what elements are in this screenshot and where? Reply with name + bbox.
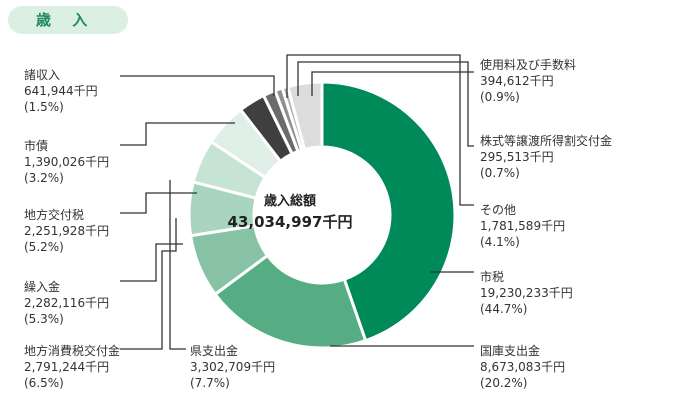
slice-label-value: 2,791,244千円 <box>24 360 110 374</box>
donut-slices <box>187 80 457 350</box>
slice-label-percent: (20.2%) <box>480 376 528 390</box>
slice-label-name: 地方消費税交付金 <box>24 344 121 358</box>
slice-label-percent: (6.5%) <box>24 376 64 390</box>
slice-label-value: 641,944千円 <box>24 84 98 98</box>
slice-label-misc-income: 諸収入 641,944千円 (1.5%) <box>24 67 98 115</box>
slice-label-name: 諸収入 <box>24 68 61 82</box>
slice-label-local-consumption-tax: 地方消費税交付金 2,791,244千円 (6.5%) <box>24 343 120 391</box>
slice-label-name: 国庫支出金 <box>480 344 541 358</box>
slice-label-value: 2,251,928千円 <box>24 224 110 238</box>
leader-line <box>120 75 275 96</box>
slice-label-name: 市債 <box>24 139 49 153</box>
slice-label-percent: (3.2%) <box>24 171 64 185</box>
slice-label-name: 繰入金 <box>24 280 61 294</box>
slice-label-percent: (5.3%) <box>24 312 64 326</box>
slice-label-other: その他 1,781,589千円 (4.1%) <box>480 202 565 250</box>
leader-line <box>311 71 474 96</box>
leader-line <box>120 122 235 146</box>
section-title-pill <box>8 6 128 34</box>
slice-label-name: その他 <box>480 203 517 217</box>
slice-label-value: 2,282,116千円 <box>24 296 110 310</box>
slice-label-value: 19,230,233千円 <box>480 286 573 300</box>
slice-label-percent: (44.7%) <box>480 302 528 316</box>
slice-label-percent: (5.2%) <box>24 240 64 254</box>
donut-slice <box>285 80 324 152</box>
leader-lines <box>120 54 474 350</box>
slice-label-percent: (7.7%) <box>190 376 230 390</box>
slice-label-name: 株式等譲渡所得割交付金 <box>480 134 613 148</box>
slice-label-value: 1,390,026千円 <box>24 155 110 169</box>
slice-label-value: 8,673,083千円 <box>480 360 566 374</box>
slice-label-percent: (0.9%) <box>480 90 520 104</box>
slice-label-percent: (4.1%) <box>480 235 520 249</box>
section-title: 歳 入 <box>36 11 96 29</box>
leader-line <box>120 243 183 282</box>
center-total-value: 43,034,997千円 <box>227 213 353 231</box>
center-total-title: 歳入総額 <box>263 194 316 209</box>
slice-label-percent: (0.7%) <box>480 166 520 180</box>
leader-line <box>297 61 474 147</box>
slice-label-prefectural-subsidy: 県支出金 3,302,709千円 (7.7%) <box>190 343 275 391</box>
slice-label-percent: (1.5%) <box>24 100 64 114</box>
donut-slice <box>213 253 368 350</box>
slice-label-value: 3,302,709千円 <box>190 360 276 374</box>
leader-line <box>286 54 474 206</box>
slice-label-usage-fees: 使用料及び手数料 394,612千円 (0.9%) <box>480 57 576 105</box>
slice-label-name: 地方交付税 <box>24 208 85 222</box>
slice-label-local-allocation-tax: 地方交付税 2,251,928千円 (5.2%) <box>24 207 109 255</box>
slice-label-transfers: 繰入金 2,282,116千円 (5.3%) <box>24 279 109 327</box>
leader-line <box>169 180 186 350</box>
slice-label-value: 295,513千円 <box>480 150 554 164</box>
slice-label-name: 市税 <box>480 270 505 284</box>
slice-label-value: 394,612千円 <box>480 74 554 88</box>
donut-slice <box>320 80 457 343</box>
slice-label-name: 県支出金 <box>190 344 239 358</box>
slice-label-city-tax: 市税 19,230,233千円 (44.7%) <box>480 269 573 317</box>
leader-line <box>120 218 177 350</box>
slice-label-city-bonds: 市債 1,390,026千円 (3.2%) <box>24 138 109 186</box>
center-total: 歳入総額 43,034,997千円 <box>226 193 354 233</box>
slice-label-name: 使用料及び手数料 <box>480 58 577 72</box>
slice-label-stock-transfer: 株式等譲渡所得割交付金 295,513千円 (0.7%) <box>480 133 612 181</box>
slice-label-national-subsidy: 国庫支出金 8,673,083千円 (20.2%) <box>480 343 565 391</box>
leader-line <box>120 192 197 214</box>
slice-label-value: 1,781,589千円 <box>480 219 566 233</box>
